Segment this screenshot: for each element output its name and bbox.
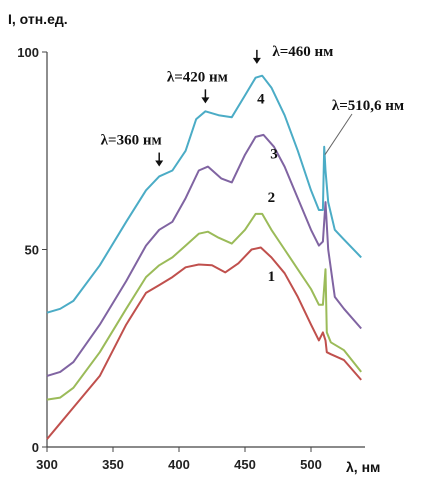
curve-label-1: 1 — [268, 269, 276, 285]
annotation-label: λ=510,6 нм — [332, 98, 404, 114]
axes: 300 350 400 450 500 0 50 100 — [17, 45, 365, 472]
x-tick-label: 300 — [36, 457, 58, 472]
annotation-label: λ=360 нм — [101, 133, 162, 149]
annotation-arrowhead — [155, 160, 164, 167]
annotation-label: λ=460 нм — [272, 44, 333, 60]
curve-label-3: 3 — [270, 147, 278, 163]
x-axis-title: λ, нм — [346, 459, 380, 475]
annotation-arrowhead — [201, 97, 210, 104]
series-line-4 — [46, 74, 362, 314]
x-tick-label: 350 — [102, 457, 124, 472]
series-line-2 — [46, 212, 362, 401]
curve-labels: 1 2 3 4 — [257, 91, 278, 285]
x-tick-label: 400 — [168, 457, 190, 472]
annotation-arrowhead — [252, 57, 261, 64]
annotations: λ=360 нм λ=420 нм λ=460 нм λ=510,6 нм — [101, 44, 404, 167]
curve-label-2: 2 — [268, 190, 276, 206]
annotation-leader-line — [324, 113, 353, 155]
x-tick-label: 500 — [300, 457, 322, 472]
y-axis-title: I, отн.ед. — [8, 11, 68, 27]
series-line-3 — [46, 133, 362, 377]
series-line-1 — [46, 246, 362, 440]
curve-label-4: 4 — [257, 91, 265, 107]
y-tick-label: 0 — [32, 440, 39, 455]
x-tick-label: 450 — [234, 457, 256, 472]
series-lines — [46, 74, 362, 440]
y-tick-label: 100 — [17, 45, 39, 60]
annotation-label: λ=420 нм — [167, 69, 228, 85]
y-tick-label: 50 — [25, 243, 39, 258]
